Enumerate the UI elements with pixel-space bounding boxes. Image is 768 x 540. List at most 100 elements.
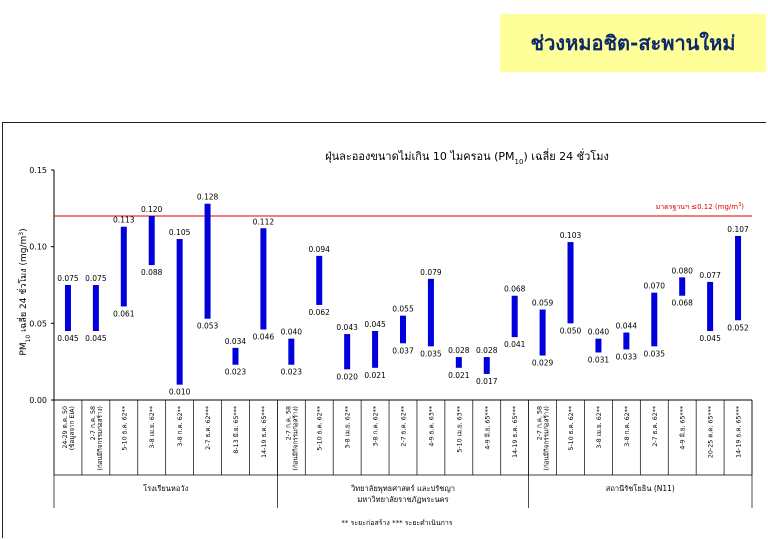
- min-value-label: 0.033: [616, 352, 638, 361]
- max-value-label: 0.028: [476, 346, 498, 355]
- data-bar: [232, 347, 239, 365]
- data-bar: [427, 278, 434, 347]
- category-label: 2-7 ก.ค. 58: [285, 406, 292, 440]
- y-tick-label: 0.15: [29, 166, 47, 175]
- max-value-label: 0.068: [504, 285, 526, 294]
- min-value-label: 0.050: [560, 326, 582, 335]
- category-label: 4-9 ธ.ค. 63**: [428, 406, 435, 447]
- y-axis-label: PM10 เฉลี่ย 24 ชั่วโมง (mg/m3): [16, 228, 32, 355]
- category-label: (ข้อมูลจาก EIA): [68, 406, 76, 450]
- max-value-label: 0.075: [57, 274, 79, 283]
- max-value-label: 0.059: [532, 299, 554, 308]
- min-value-label: 0.021: [448, 371, 470, 380]
- min-value-label: 0.035: [644, 349, 666, 358]
- data-bar: [679, 277, 686, 296]
- data-bar: [483, 357, 490, 374]
- min-value-label: 0.045: [699, 334, 721, 343]
- data-bar: [372, 331, 379, 368]
- min-value-label: 0.029: [532, 359, 554, 368]
- category-label: 3-8 ก.ค. 62**: [177, 406, 184, 447]
- category-label: 3-8 เม.ย. 62**: [149, 406, 156, 449]
- max-value-label: 0.075: [85, 274, 107, 283]
- data-bar: [64, 285, 71, 331]
- min-value-label: 0.088: [141, 268, 163, 277]
- max-value-label: 0.079: [420, 268, 442, 277]
- max-value-label: 0.040: [281, 328, 303, 337]
- category-label: (ก่อนมีกิจกรรมก่อสร้าง): [96, 406, 104, 471]
- group-label: วิทยาลัยพุทธศาสตร์ และปรัชญา: [350, 484, 455, 493]
- category-label: (ก่อนมีกิจกรรมก่อสร้าง): [291, 406, 299, 471]
- min-value-label: 0.041: [504, 340, 526, 349]
- data-bar: [539, 309, 546, 356]
- category-label: 3-8 เม.ย. 62**: [596, 406, 603, 449]
- max-value-label: 0.045: [364, 320, 386, 329]
- data-bar: [204, 203, 211, 319]
- max-value-label: 0.040: [588, 328, 610, 337]
- data-bar: [623, 332, 630, 350]
- category-label: 3-8 ก.ค. 62**: [624, 406, 631, 447]
- max-value-label: 0.034: [225, 337, 247, 346]
- max-value-label: 0.070: [644, 282, 666, 291]
- data-bar: [344, 334, 351, 370]
- min-value-label: 0.010: [169, 388, 191, 397]
- data-bar: [455, 357, 462, 368]
- min-value-label: 0.020: [336, 372, 358, 381]
- category-label: 20-25 ต.ค. 65***: [708, 406, 715, 458]
- max-value-label: 0.112: [253, 217, 275, 226]
- category-label: 5-10 ธ.ค. 62**: [317, 406, 324, 451]
- category-label: 8-13 มิ.ย. 65***: [232, 406, 240, 454]
- category-label: 5-10 ธ.ค. 62**: [121, 406, 128, 451]
- standard-label: มาตรฐานฯ ≤0.12 (mg/m3): [656, 202, 745, 211]
- footnote: ** ระยะก่อสร้าง *** ระยะดำเนินการ: [341, 519, 452, 527]
- page-title-box: ช่วงหมอชิต-สะพานใหม่: [500, 14, 766, 72]
- group-label: มหาวิทยาลัยราชภัฏพระนคร: [357, 495, 448, 504]
- min-value-label: 0.023: [225, 368, 247, 377]
- data-bar: [651, 292, 658, 347]
- max-value-label: 0.120: [141, 205, 163, 214]
- data-bar: [288, 338, 295, 365]
- category-label: 4-9 มิ.ย. 65***: [679, 406, 687, 450]
- min-value-label: 0.045: [57, 334, 79, 343]
- min-value-label: 0.031: [588, 355, 610, 364]
- max-value-label: 0.055: [392, 305, 414, 314]
- max-value-label: 0.128: [197, 193, 219, 202]
- min-value-label: 0.046: [253, 332, 275, 341]
- min-value-label: 0.035: [420, 349, 442, 358]
- min-value-label: 0.062: [308, 308, 330, 317]
- category-label: 4-9 มิ.ย. 65***: [483, 406, 491, 450]
- data-bar: [176, 239, 183, 385]
- data-bar: [707, 281, 714, 331]
- max-value-label: 0.080: [671, 266, 693, 275]
- min-value-label: 0.068: [671, 299, 693, 308]
- data-bar: [511, 295, 518, 338]
- category-label: 3-8 ก.ค. 62**: [373, 406, 380, 447]
- category-label: 24-29 ต.ค. 50: [62, 406, 69, 449]
- category-label: 14-19 ธ.ค. 65***: [512, 406, 519, 458]
- category-label: 2-7 ก.ค. 58: [537, 406, 544, 440]
- max-value-label: 0.107: [727, 225, 749, 234]
- max-value-label: 0.028: [448, 346, 470, 355]
- data-bar: [92, 285, 99, 331]
- chart-title: ฝุ่นละอองขนาดไม่เกิน 10 ไมครอน (PM10) เฉ…: [325, 148, 609, 166]
- data-bar: [735, 235, 742, 321]
- max-value-label: 0.105: [169, 228, 191, 237]
- max-value-label: 0.043: [336, 323, 358, 332]
- y-tick-label: 0.10: [29, 243, 47, 252]
- max-value-label: 0.113: [113, 216, 135, 225]
- data-bar: [120, 226, 127, 307]
- category-label: 2-7 ธ.ค. 62**: [401, 406, 408, 447]
- max-value-label: 0.103: [560, 231, 582, 240]
- min-value-label: 0.017: [476, 377, 498, 386]
- max-value-label: 0.094: [308, 245, 330, 254]
- category-label: (ก่อนมีกิจกรรมก่อสร้าง): [543, 406, 551, 471]
- data-bar: [400, 315, 406, 344]
- data-bar: [148, 216, 155, 266]
- min-value-label: 0.021: [364, 371, 386, 380]
- max-value-label: 0.077: [699, 271, 721, 280]
- category-label: 2-7 ธ.ค. 62***: [205, 406, 212, 450]
- category-label: 2-7 ธ.ค. 62**: [652, 406, 659, 447]
- min-value-label: 0.045: [85, 334, 107, 343]
- y-tick-label: 0.05: [29, 319, 47, 328]
- category-label: 5-10 เม.ย. 63**: [456, 406, 463, 453]
- category-label: 5-10 ธ.ค. 62**: [568, 406, 575, 451]
